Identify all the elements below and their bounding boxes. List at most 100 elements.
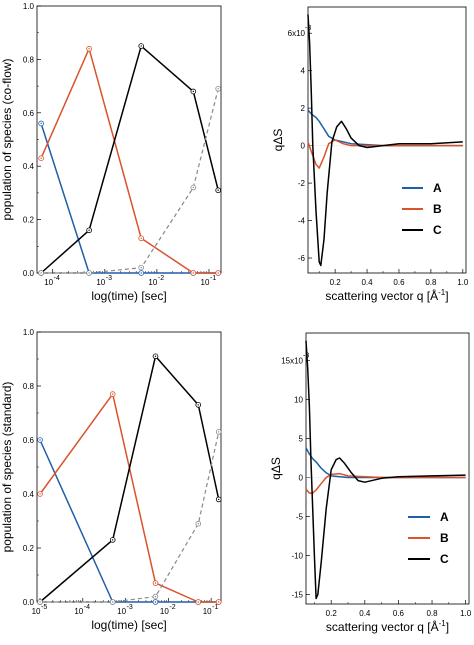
x-tick-exp: -2 bbox=[158, 275, 164, 282]
data-point-center bbox=[40, 122, 42, 125]
x-axis-label-main: scattering vector q [Å bbox=[326, 619, 439, 634]
y-tick-label: 6x10 bbox=[288, 29, 306, 38]
y-tick-label: 0 bbox=[299, 473, 304, 482]
x-tick-base: 10 bbox=[32, 607, 41, 616]
x-tick-label: 0.8 bbox=[425, 278, 437, 287]
data-point-center bbox=[217, 272, 219, 274]
x-tick-label: 0.4 bbox=[359, 609, 371, 618]
data-point-center bbox=[197, 523, 199, 525]
data-point-center bbox=[217, 88, 219, 90]
y-tick-label: 0.6 bbox=[23, 436, 35, 445]
plot-frame bbox=[307, 6, 467, 274]
y-tick-label: 4 bbox=[301, 67, 306, 76]
data-point-center bbox=[192, 90, 195, 93]
y-tick-label: 0.2 bbox=[23, 544, 35, 553]
x-tick-base: 10 bbox=[160, 607, 169, 616]
y-tick-label: 0.4 bbox=[23, 490, 35, 499]
x-axis-label-sup: -1 bbox=[439, 619, 447, 628]
x-tick-label: 10 -2 bbox=[148, 275, 164, 287]
x-tick-label: 0.2 bbox=[326, 609, 338, 618]
y-tick-label: -5 bbox=[296, 513, 304, 522]
data-point-center bbox=[112, 539, 114, 541]
x-tick-exp: -5 bbox=[41, 604, 47, 611]
x-tick-label: 1.0 bbox=[460, 609, 472, 618]
x-tick-exp: -2 bbox=[169, 604, 175, 611]
data-point-center bbox=[192, 186, 195, 189]
y-tick-label: -10 bbox=[291, 552, 303, 561]
legend-label-C: C bbox=[433, 223, 442, 237]
y-axis-label: qΔS bbox=[271, 129, 285, 152]
x-tick-label: 10 -1 bbox=[203, 604, 219, 616]
series-line-C bbox=[39, 355, 220, 603]
series-line-C bbox=[40, 45, 219, 274]
legend-label-A: A bbox=[440, 510, 449, 524]
x-tick-base: 10 bbox=[117, 607, 126, 616]
x-tick-exp: -1 bbox=[210, 275, 216, 282]
data-point-center bbox=[197, 601, 199, 603]
data-point-center bbox=[88, 48, 90, 50]
data-point-center bbox=[217, 601, 220, 603]
data-point-center bbox=[88, 229, 90, 231]
plot-frame bbox=[305, 332, 470, 605]
x-tick-base: 10 bbox=[148, 278, 157, 287]
data-point-center bbox=[140, 237, 142, 239]
plot-frame bbox=[36, 5, 222, 274]
y-tick-label: 0 bbox=[301, 142, 306, 151]
data-point-center bbox=[88, 272, 90, 274]
panel-br: -15 -10 -5 0 5 10 15x10-3 0.2 0.4 0.6 0.8 1.0 scatte… bbox=[269, 332, 472, 634]
series-line-A bbox=[305, 447, 466, 479]
panel-tl: 0.00.20.40.60.81.010 -4 10 -3 10 -2 10 -1log(ti… bbox=[0, 2, 222, 303]
x-tick-exp: -4 bbox=[54, 275, 60, 282]
x-tick-base: 10 bbox=[203, 607, 212, 616]
x-tick-exp: -3 bbox=[127, 604, 133, 611]
y-axis-label: population of species (co-flow) bbox=[0, 58, 14, 220]
y-axis-label: qΔS bbox=[269, 457, 283, 480]
data-point-center bbox=[217, 189, 219, 191]
x-axis-label-main: log(time) [sec] bbox=[91, 289, 166, 303]
data-point-center bbox=[154, 355, 157, 357]
legend-label-B: B bbox=[440, 531, 449, 545]
y-tick-label: 5 bbox=[299, 434, 304, 443]
x-tick-label: 10 -4 bbox=[44, 275, 60, 287]
x-tick-exp: -4 bbox=[84, 604, 90, 611]
data-point-center bbox=[39, 493, 41, 495]
y-tick-label: 0.2 bbox=[23, 216, 35, 225]
data-point-center bbox=[197, 404, 199, 406]
data-point-center bbox=[154, 601, 157, 603]
y-tick-label: 10 bbox=[294, 395, 303, 404]
x-tick-label: 10 -1 bbox=[201, 275, 217, 287]
y-tick-label: 15x10 bbox=[281, 356, 303, 365]
x-axis-label-sup: -1 bbox=[438, 288, 446, 297]
data-point-center bbox=[112, 393, 114, 395]
x-tick-label: 10 -4 bbox=[74, 604, 90, 616]
y-tick-label: -4 bbox=[298, 217, 306, 226]
series-line-A bbox=[307, 109, 463, 147]
x-tick-label: 0.6 bbox=[393, 278, 405, 287]
y-tick-label: -15 bbox=[291, 591, 303, 600]
x-tick-base: 10 bbox=[44, 278, 53, 287]
data-point-center bbox=[140, 266, 142, 269]
data-point-center bbox=[39, 601, 41, 603]
x-tick-base: 10 bbox=[201, 278, 210, 287]
x-axis-label-main: log(time) [sec] bbox=[91, 618, 166, 632]
y-tick-label: 0.8 bbox=[23, 55, 35, 64]
y-tick-label: 1.0 bbox=[23, 328, 35, 337]
x-axis-label: log(time) [sec] bbox=[91, 289, 166, 303]
data-point-center bbox=[39, 439, 41, 441]
x-tick-base: 10 bbox=[74, 607, 83, 616]
y-tick-label: 1.0 bbox=[23, 2, 35, 11]
x-tick-label: 10 -2 bbox=[160, 604, 176, 616]
y-tick-label: 0.4 bbox=[23, 162, 35, 171]
legend-label-C: C bbox=[440, 552, 449, 566]
data-point-center bbox=[192, 272, 195, 274]
y-tick-label: 0.0 bbox=[23, 269, 35, 278]
data-point-center bbox=[112, 601, 114, 603]
data-point-center bbox=[140, 272, 142, 274]
x-tick-label: 0.8 bbox=[426, 609, 438, 618]
x-tick-label: 10 -3 bbox=[117, 604, 133, 616]
data-point-center bbox=[40, 157, 42, 159]
data-point-center bbox=[40, 272, 42, 274]
x-tick-exp: -1 bbox=[212, 604, 218, 611]
x-axis-label: log(time) [sec] bbox=[91, 618, 166, 632]
